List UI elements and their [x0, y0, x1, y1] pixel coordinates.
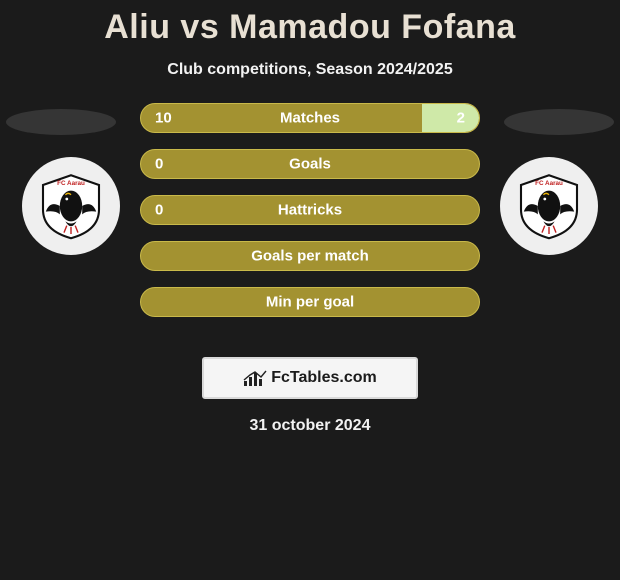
stat-bar: 10 2 Matches	[140, 103, 480, 133]
club-crest-right: FC Aarau	[500, 157, 598, 255]
stat-label: Goals	[289, 156, 331, 173]
watermark: FcTables.com	[202, 357, 418, 399]
stat-label: Hattricks	[278, 202, 342, 219]
stat-value-left: 0	[155, 202, 163, 219]
svg-text:FC Aarau: FC Aarau	[57, 180, 85, 187]
stat-bar: 0 Hattricks	[140, 195, 480, 225]
stat-bar-fill-right	[422, 104, 479, 132]
date-line: 31 october 2024	[0, 417, 620, 435]
stat-label: Matches	[280, 110, 340, 127]
stat-label: Min per goal	[266, 294, 354, 311]
stat-value-left: 0	[155, 156, 163, 173]
page-title: Aliu vs Mamadou Fofana	[0, 0, 620, 47]
player-shadow-right	[504, 109, 614, 135]
page-subtitle: Club competitions, Season 2024/2025	[0, 61, 620, 79]
stat-bars: 10 2 Matches 0 Goals 0 Hattricks Goals per matc…	[140, 103, 480, 317]
eagle-crest-icon: FC Aarau	[36, 171, 106, 241]
stat-label: Goals per match	[251, 248, 369, 265]
stat-value-right: 2	[457, 110, 465, 127]
stat-bar: Goals per match	[140, 241, 480, 271]
watermark-text: FcTables.com	[271, 369, 377, 387]
eagle-crest-icon: FC Aarau	[514, 171, 584, 241]
player-shadow-left	[6, 109, 116, 135]
stat-value-left: 10	[155, 110, 172, 127]
svg-text:FC Aarau: FC Aarau	[535, 180, 563, 187]
bar-chart-icon	[243, 369, 267, 387]
stat-bar: 0 Goals	[140, 149, 480, 179]
comparison-arena: FC Aarau FC Aarau 10 2 Matches 0 Goals 0 Hattr…	[0, 103, 620, 343]
stat-bar: Min per goal	[140, 287, 480, 317]
club-crest-left: FC Aarau	[22, 157, 120, 255]
